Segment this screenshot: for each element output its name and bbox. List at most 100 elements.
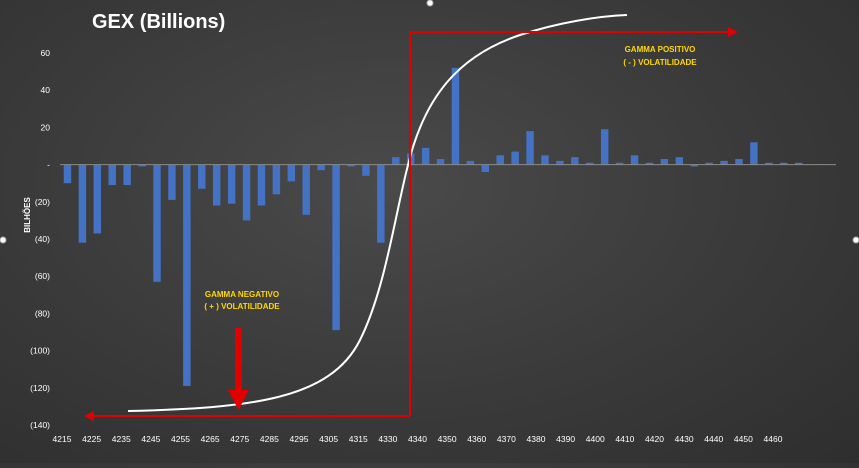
bar xyxy=(63,164,72,184)
selection-handle xyxy=(852,236,859,244)
y-tick-label: - xyxy=(47,160,50,170)
y-axis-ticks: 60 40 20 - (20) (40) (60) (80) (100) (120) (140) xyxy=(30,48,50,430)
x-tick-label: 4330 xyxy=(378,434,397,444)
positive-volatility-label: ( - ) VOLATILIDADE xyxy=(623,58,697,67)
y-tick-label: (100) xyxy=(30,346,50,356)
x-tick-label: 4450 xyxy=(734,434,753,444)
x-tick-label: 4315 xyxy=(349,434,368,444)
down-arrow-head xyxy=(228,390,249,410)
bar xyxy=(183,164,191,386)
annotation-layer: GAMMA POSITIVO ( - ) VOLATILIDADE GAMMA NE… xyxy=(0,0,859,421)
bar xyxy=(377,164,385,243)
bar xyxy=(630,155,639,165)
x-tick-label: 4360 xyxy=(467,434,486,444)
bar xyxy=(421,147,430,165)
x-tick-label: 4265 xyxy=(201,434,220,444)
bar xyxy=(198,164,206,189)
bar xyxy=(526,131,534,165)
bar xyxy=(362,164,370,176)
bar xyxy=(242,164,251,221)
bar-series xyxy=(63,67,803,386)
y-axis-label: BILHÕES xyxy=(23,197,32,233)
bar xyxy=(600,129,609,165)
bar xyxy=(690,164,698,167)
bar xyxy=(287,164,296,182)
bar xyxy=(392,157,400,165)
x-tick-label: 4390 xyxy=(556,434,575,444)
bar xyxy=(317,164,325,171)
chart-title: GEX (Billions) xyxy=(92,11,225,33)
bar xyxy=(257,164,266,206)
y-tick-label: 40 xyxy=(41,85,51,95)
x-tick-label: 4380 xyxy=(527,434,546,444)
bar xyxy=(615,162,624,165)
x-tick-label: 4235 xyxy=(112,434,131,444)
x-tick-label: 4275 xyxy=(230,434,249,444)
bar xyxy=(123,164,131,186)
y-tick-label: (120) xyxy=(30,383,50,393)
x-tick-label: 4350 xyxy=(438,434,457,444)
selection-handle xyxy=(426,0,434,7)
bar xyxy=(496,155,504,165)
bar xyxy=(511,151,519,165)
x-tick-label: 4430 xyxy=(675,434,694,444)
bar xyxy=(212,164,221,206)
x-tick-label: 4245 xyxy=(141,434,160,444)
bar xyxy=(227,164,236,204)
y-tick-label: (40) xyxy=(35,234,50,244)
bar xyxy=(138,164,146,167)
bar xyxy=(571,157,579,165)
bar xyxy=(78,164,87,243)
x-tick-label: 4370 xyxy=(497,434,516,444)
bar xyxy=(347,164,355,167)
x-tick-label: 4400 xyxy=(586,434,605,444)
y-tick-label: 60 xyxy=(41,48,51,58)
negative-gamma-label: GAMMA NEGATIVO xyxy=(205,290,279,299)
y-tick-label: (60) xyxy=(35,271,50,281)
x-tick-label: 4460 xyxy=(764,434,783,444)
bar xyxy=(272,164,281,195)
down-arrow-shaft xyxy=(235,328,242,392)
bar xyxy=(720,160,728,165)
x-tick-label: 4340 xyxy=(408,434,427,444)
x-tick-label: 4225 xyxy=(82,434,101,444)
bar xyxy=(451,67,460,165)
bar xyxy=(168,164,176,200)
bar xyxy=(765,162,773,165)
bar xyxy=(93,164,102,234)
negative-volatility-label: ( + ) VOLATILIDADE xyxy=(204,302,280,311)
bar xyxy=(436,159,445,165)
bar xyxy=(794,162,803,165)
bar xyxy=(332,164,340,331)
x-tick-label: 4255 xyxy=(171,434,190,444)
bar xyxy=(780,162,788,165)
bar xyxy=(153,164,161,282)
bar xyxy=(675,157,684,165)
y-tick-label: (80) xyxy=(35,308,50,318)
bar xyxy=(586,162,594,165)
bar xyxy=(481,164,490,173)
x-tick-label: 4305 xyxy=(319,434,338,444)
x-tick-label: 4420 xyxy=(645,434,664,444)
bar xyxy=(705,162,713,165)
y-tick-label: (140) xyxy=(30,420,50,430)
x-tick-label: 4295 xyxy=(290,434,309,444)
bar xyxy=(556,160,564,165)
x-tick-label: 4285 xyxy=(260,434,279,444)
x-tick-label: 4215 xyxy=(53,434,72,444)
bar xyxy=(735,159,743,165)
y-tick-label: 20 xyxy=(41,122,51,132)
bar xyxy=(645,162,654,165)
bar xyxy=(466,160,475,165)
x-tick-label: 4410 xyxy=(615,434,634,444)
gamma-s-curve xyxy=(127,14,628,412)
bar xyxy=(750,142,758,165)
positive-gamma-label: GAMMA POSITIVO xyxy=(625,45,696,54)
x-tick-label: 4440 xyxy=(704,434,723,444)
bar xyxy=(660,159,669,165)
x-axis-ticks: 4215 4225 4235 4245 4255 4265 4275 4285 4295 4305… xyxy=(53,434,783,444)
y-tick-label: (20) xyxy=(35,197,50,207)
selection-handle xyxy=(0,236,7,244)
bar xyxy=(108,164,116,186)
